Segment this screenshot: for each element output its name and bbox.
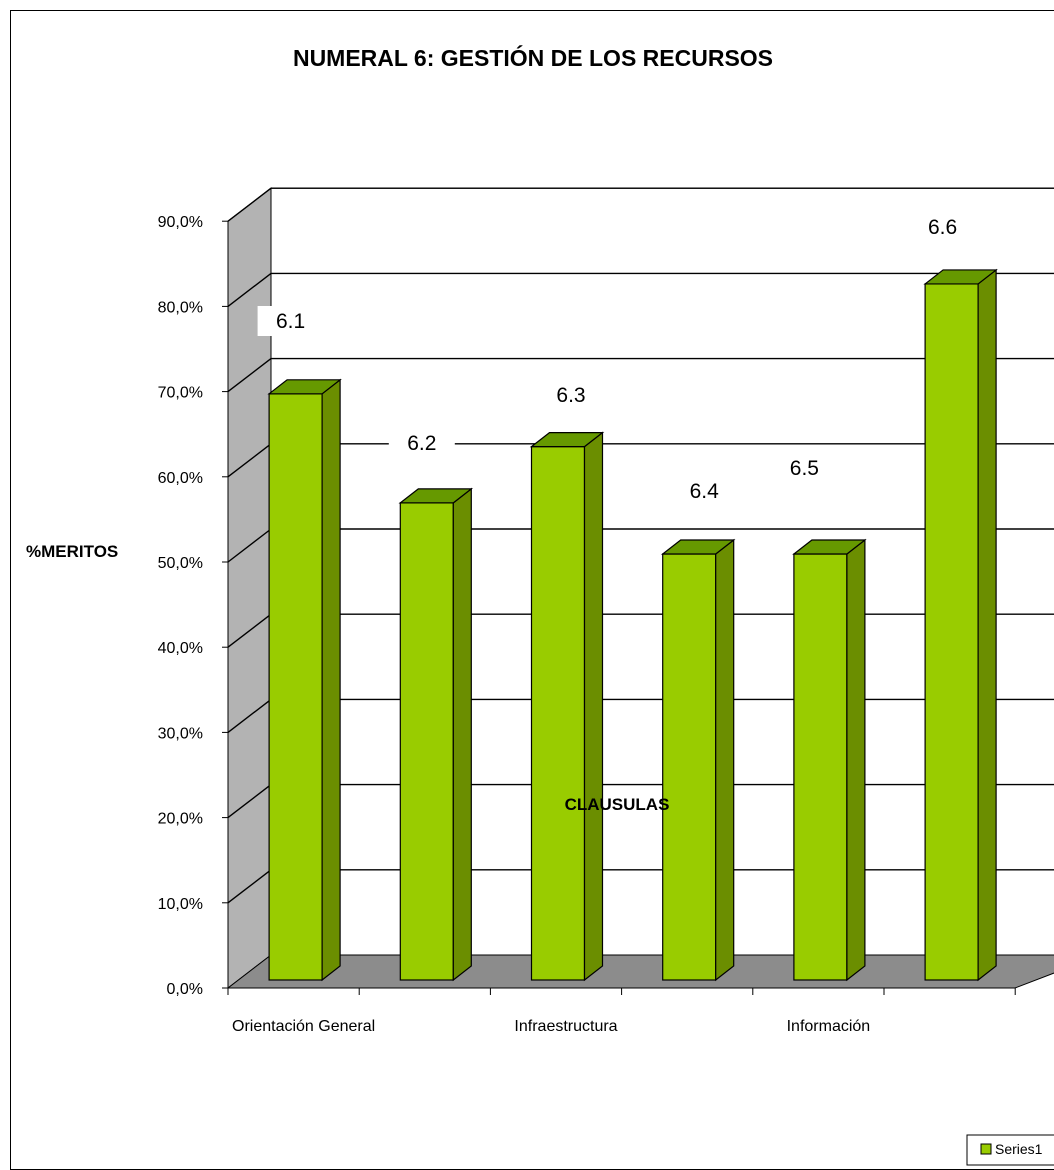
gridline-wall: [227, 613, 272, 648]
data-label: 6.1: [276, 310, 305, 333]
data-label: 6.6: [928, 216, 957, 239]
bar: [399, 502, 454, 981]
x-tick-label: Información: [787, 1018, 871, 1035]
bar-top: [398, 488, 474, 504]
gridline-wall: [227, 443, 272, 478]
data-labels: 6.1 6.2 6.3 6.4 6.5 6.6: [257, 212, 976, 506]
data-label-bg: [671, 476, 738, 506]
bar: [268, 393, 323, 981]
bar-side: [977, 268, 997, 982]
bar-side: [846, 538, 866, 982]
data-label-bg: [771, 453, 838, 483]
gridline-wall: [227, 272, 272, 307]
legend: Series1: [966, 1134, 1054, 1166]
y-axis-label: %MERITOS: [26, 542, 118, 561]
data-label-bg: [538, 380, 604, 410]
x-tick-label: Orientación General: [232, 1018, 375, 1035]
y-tick-label: 70,0%: [158, 385, 203, 402]
gridline-wall: [227, 528, 272, 563]
gridline-wall: [227, 784, 272, 819]
bar: [662, 553, 717, 981]
y-tick-label: 90,0%: [158, 214, 203, 231]
bar-side: [452, 487, 472, 982]
bar-side: [715, 538, 735, 982]
bar-top: [923, 269, 998, 285]
legend-swatch: [980, 1143, 992, 1155]
data-label: 6.4: [690, 480, 720, 503]
bar: [793, 553, 848, 981]
y-tick-label: 30,0%: [158, 725, 203, 742]
data-label-bg: [909, 212, 976, 242]
y-tick-label: 80,0%: [158, 299, 203, 316]
gridline-wall: [227, 187, 272, 222]
data-label-bg: [257, 306, 324, 336]
gridline-wall: [227, 358, 272, 393]
legend-label: Series1: [995, 1141, 1043, 1157]
bar-top: [267, 379, 342, 395]
x-axis-ticks: Orientación General Infraestructura Inform…: [227, 987, 1016, 1035]
y-tick-label: 10,0%: [158, 896, 203, 913]
gridline-wall: [227, 869, 272, 904]
data-label: 6.3: [556, 384, 585, 407]
x-axis-label: CLAUSULAS: [565, 795, 670, 814]
bar-top: [660, 539, 736, 555]
y-axis-ticks: 0,0% 10,0% 20,0% 30,0% 40,0% 50,0% 60,0% 70,0% 8…: [158, 214, 229, 998]
y-tick-label: 60,0%: [158, 470, 203, 487]
gridline-wall: [227, 698, 272, 733]
bar: [924, 283, 979, 981]
y-tick-label: 50,0%: [158, 555, 203, 572]
bar-top: [792, 539, 867, 555]
chart-title: NUMERAL 6: GESTIÓN DE LOS RECURSOS: [293, 44, 773, 71]
bar-side: [583, 431, 604, 982]
bar: [530, 446, 586, 981]
data-label: 6.2: [407, 432, 436, 455]
y-tick-label: 20,0%: [158, 811, 203, 828]
bar-side: [321, 378, 341, 982]
data-label: 6.5: [790, 457, 819, 480]
data-label-bg: [388, 428, 455, 458]
bars: [267, 268, 998, 982]
bar-top: [529, 432, 605, 448]
y-tick-label: 0,0%: [167, 981, 203, 998]
x-tick-label: Infraestructura: [514, 1018, 617, 1035]
y-tick-label: 40,0%: [158, 640, 203, 657]
